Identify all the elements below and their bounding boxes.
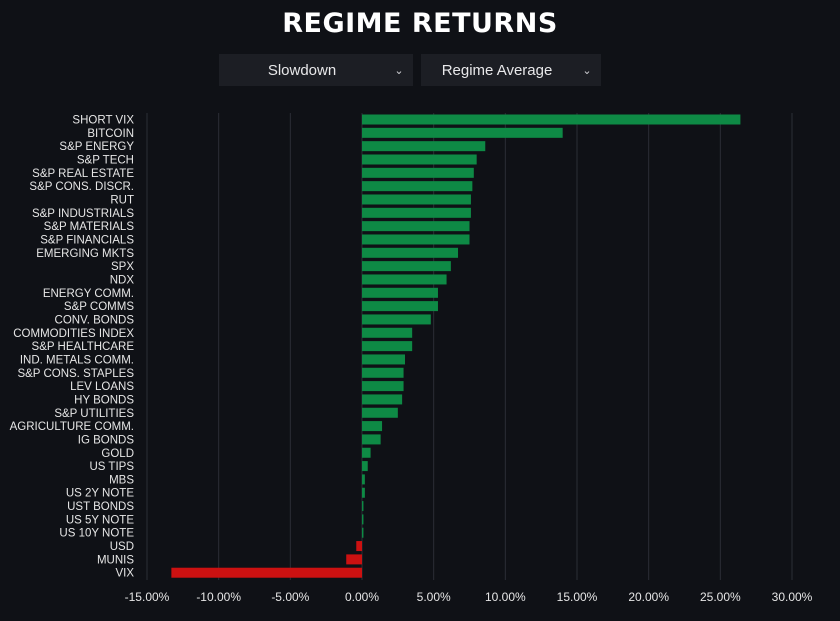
category-label: HY BONDS bbox=[74, 394, 134, 406]
category-label: MUNIS bbox=[97, 554, 134, 566]
category-label: S&P FINANCIALS bbox=[40, 234, 134, 246]
category-label: S&P COMMS bbox=[64, 301, 134, 313]
category-label: GOLD bbox=[101, 448, 134, 460]
bar[interactable] bbox=[362, 114, 741, 125]
measure-dropdown[interactable]: Regime Average ⌄ bbox=[421, 54, 601, 86]
category-label: LEV LOANS bbox=[70, 381, 134, 393]
bar[interactable] bbox=[362, 394, 403, 405]
chevron-down-icon: ⌄ bbox=[394, 64, 404, 77]
x-tick-label: 10.00% bbox=[485, 590, 526, 604]
bar[interactable] bbox=[362, 181, 473, 192]
x-tick-label: 5.00% bbox=[417, 590, 451, 604]
category-label: US 2Y NOTE bbox=[66, 488, 134, 500]
category-label: CONV. BONDS bbox=[55, 314, 135, 326]
bar[interactable] bbox=[362, 501, 364, 512]
x-tick-label: 25.00% bbox=[700, 590, 741, 604]
bar[interactable] bbox=[362, 141, 486, 152]
chevron-down-icon: ⌄ bbox=[582, 64, 592, 77]
bar[interactable] bbox=[362, 527, 364, 538]
category-label: S&P ENERGY bbox=[59, 141, 134, 153]
category-label: IND. METALS COMM. bbox=[20, 354, 134, 366]
category-label: ENERGY COMM. bbox=[43, 288, 134, 300]
bar[interactable] bbox=[362, 474, 365, 485]
bar[interactable] bbox=[356, 541, 362, 552]
category-label: US TIPS bbox=[89, 461, 134, 473]
x-tick-label: 15.00% bbox=[557, 590, 598, 604]
category-label: SHORT VIX bbox=[72, 115, 134, 127]
bar[interactable] bbox=[346, 554, 362, 565]
category-label: S&P INDUSTRIALS bbox=[32, 208, 134, 220]
x-tick-label: -15.00% bbox=[125, 590, 170, 604]
category-label: USD bbox=[110, 541, 134, 553]
bar[interactable] bbox=[362, 127, 563, 138]
category-label: SPX bbox=[111, 261, 134, 273]
page-title: REGIME RETURNS bbox=[282, 8, 558, 39]
bar[interactable] bbox=[362, 434, 381, 445]
bar[interactable] bbox=[362, 287, 438, 298]
bar[interactable] bbox=[362, 167, 474, 178]
category-label: COMMODITIES INDEX bbox=[13, 328, 134, 340]
bar[interactable] bbox=[171, 567, 362, 578]
bar[interactable] bbox=[362, 407, 398, 418]
bar[interactable] bbox=[362, 221, 470, 232]
bar[interactable] bbox=[362, 327, 413, 338]
category-label: BITCOIN bbox=[87, 128, 134, 140]
regime-dropdown[interactable]: Slowdown ⌄ bbox=[219, 54, 413, 86]
category-label: S&P REAL ESTATE bbox=[32, 168, 134, 180]
bar[interactable] bbox=[362, 514, 364, 525]
bar[interactable] bbox=[362, 194, 471, 205]
category-label: RUT bbox=[110, 194, 134, 206]
bar[interactable] bbox=[362, 367, 404, 378]
category-label: NDX bbox=[110, 274, 135, 286]
category-label: AGRICULTURE COMM. bbox=[10, 421, 134, 433]
category-label: S&P UTILITIES bbox=[54, 408, 134, 420]
category-label: UST BONDS bbox=[67, 501, 134, 513]
bar[interactable] bbox=[362, 487, 365, 498]
bar[interactable] bbox=[362, 154, 477, 165]
category-label: S&P HEALTHCARE bbox=[32, 341, 135, 353]
bar[interactable] bbox=[362, 301, 438, 312]
category-label: US 10Y NOTE bbox=[59, 528, 134, 540]
bar[interactable] bbox=[362, 207, 471, 218]
x-tick-label: 30.00% bbox=[772, 590, 813, 604]
category-label: US 5Y NOTE bbox=[66, 514, 134, 526]
bar[interactable] bbox=[362, 234, 470, 245]
x-tick-label: -5.00% bbox=[271, 590, 309, 604]
category-label: VIX bbox=[115, 568, 134, 580]
category-label: S&P TECH bbox=[77, 154, 134, 166]
bar[interactable] bbox=[362, 354, 405, 365]
bar[interactable] bbox=[362, 341, 413, 352]
bar[interactable] bbox=[362, 247, 459, 258]
category-label: MBS bbox=[109, 474, 134, 486]
bar[interactable] bbox=[362, 421, 383, 432]
bar[interactable] bbox=[362, 314, 431, 325]
x-tick-label: -10.00% bbox=[196, 590, 241, 604]
category-label: EMERGING MKTS bbox=[36, 248, 134, 260]
measure-dropdown-value: Regime Average bbox=[441, 61, 553, 79]
bar[interactable] bbox=[362, 381, 404, 392]
bar[interactable] bbox=[362, 447, 371, 458]
bar[interactable] bbox=[362, 274, 447, 285]
category-label: IG BONDS bbox=[78, 434, 135, 446]
category-label: S&P CONS. STAPLES bbox=[17, 368, 134, 380]
category-label: S&P CONS. DISCR. bbox=[29, 181, 134, 193]
x-tick-label: 20.00% bbox=[628, 590, 669, 604]
x-tick-label: 0.00% bbox=[345, 590, 379, 604]
bar[interactable] bbox=[362, 261, 451, 272]
regime-dropdown-value: Slowdown bbox=[267, 61, 337, 79]
bar[interactable] bbox=[362, 461, 368, 472]
category-label: S&P MATERIALS bbox=[44, 221, 135, 233]
